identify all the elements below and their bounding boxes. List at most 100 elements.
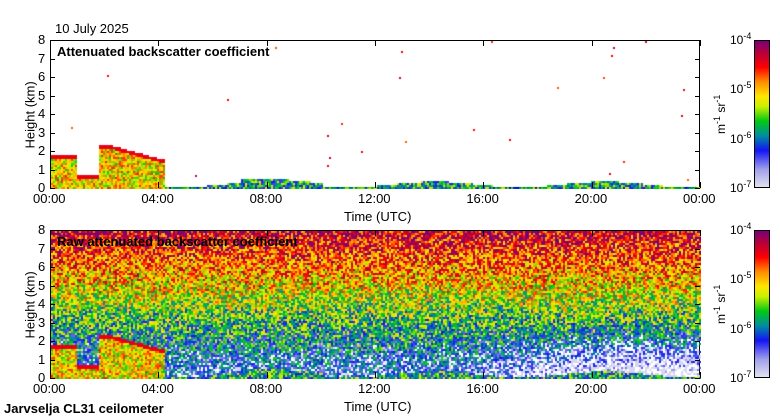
y-tick-label: 5 [38, 87, 46, 103]
y-tick-mark [50, 58, 55, 60]
x-tick-mark [266, 40, 268, 46]
colorbar-tick-label: 10-6 [730, 319, 752, 336]
x-tick-mark [50, 40, 51, 46]
y-tick-mark [50, 322, 55, 324]
y-tick-mark [695, 304, 700, 305]
x-tick-label: 16:00 [466, 381, 499, 396]
backscatter-heatmap [51, 231, 701, 379]
y-tick-label: 6 [38, 259, 46, 274]
x-tick-label: 08:00 [249, 191, 283, 206]
colorbar-unit-label: m-1 sr-1 [712, 284, 728, 324]
x-tick-mark [158, 230, 160, 236]
x-tick-label: 04:00 [141, 191, 174, 206]
x-tick-mark [700, 230, 701, 236]
x-tick-mark [700, 40, 701, 46]
x-tick-label: 20:00 [574, 191, 608, 206]
x-tick-mark [700, 372, 701, 378]
x-tick-mark [700, 182, 701, 188]
y-tick-label: 2 [38, 143, 46, 158]
y-tick-mark [695, 341, 700, 342]
x-tick-mark [375, 372, 376, 378]
y-tick-mark [695, 40, 700, 41]
x-tick-mark [266, 372, 268, 378]
y-tick-mark [695, 132, 700, 134]
y-tick-label: 4 [38, 106, 46, 121]
y-tick-mark [50, 132, 55, 134]
x-tick-mark [591, 40, 593, 46]
x-axis-label: Time (UTC) [344, 209, 412, 224]
y-tick-label: 7 [38, 240, 46, 256]
x-tick-mark [158, 40, 160, 46]
x-tick-mark [483, 182, 485, 188]
y-tick-label: 3 [38, 124, 46, 140]
plot-title: Attenuated backscatter coefficient [57, 44, 270, 59]
x-tick-mark [266, 182, 268, 188]
colorbar-unit-label: m-1 sr-1 [712, 94, 728, 134]
y-tick-mark [695, 188, 700, 189]
x-tick-mark [591, 182, 593, 188]
colorbar-tick-label: 10-4 [730, 31, 752, 47]
y-tick-label: 0 [38, 180, 46, 195]
y-tick-mark [50, 95, 55, 97]
y-tick-mark [50, 267, 55, 268]
station-label: Jarvselja CL31 ceilometer [4, 401, 164, 416]
x-tick-label: 12:00 [358, 381, 391, 396]
plot-area-raw: Raw attenuated backscatter coefficient [50, 230, 701, 379]
x-tick-mark [375, 40, 376, 46]
y-tick-mark [695, 378, 700, 379]
y-tick-mark [50, 151, 55, 152]
y-tick-mark [695, 114, 700, 115]
x-tick-mark [375, 182, 376, 188]
x-tick-mark [591, 372, 593, 378]
colorbar [754, 40, 770, 188]
y-tick-mark [695, 230, 700, 231]
y-tick-label: 8 [38, 32, 46, 47]
y-tick-mark [50, 359, 55, 361]
y-tick-mark [695, 322, 700, 324]
y-tick-mark [50, 169, 55, 171]
x-tick-label: 00:00 [33, 381, 66, 396]
x-tick-mark [591, 230, 593, 236]
x-tick-label: 16:00 [466, 191, 499, 206]
colorbar-tick-label: 10-7 [730, 179, 752, 195]
x-tick-mark [158, 182, 160, 188]
y-tick-mark [695, 77, 700, 78]
y-axis-label: Height (km) [22, 271, 38, 339]
x-tick-label: 00:00 [33, 191, 66, 206]
colorbar-tick-label: 10-6 [730, 129, 752, 146]
y-tick-label: 8 [38, 222, 46, 237]
y-tick-mark [50, 188, 55, 189]
y-tick-mark [50, 285, 55, 287]
y-tick-mark [695, 248, 700, 250]
y-tick-mark [695, 95, 700, 97]
y-tick-label: 2 [38, 333, 46, 348]
y-tick-mark [50, 341, 55, 342]
x-tick-mark [50, 372, 51, 378]
x-tick-mark [483, 372, 485, 378]
x-axis-label: Time (UTC) [344, 399, 412, 414]
y-tick-mark [695, 151, 700, 152]
x-tick-mark [375, 230, 376, 236]
y-tick-mark [695, 267, 700, 268]
y-tick-label: 5 [38, 277, 46, 293]
plot-title: Raw attenuated backscatter coefficient [57, 234, 298, 249]
y-tick-label: 6 [38, 69, 46, 84]
x-tick-mark [158, 372, 160, 378]
y-tick-label: 7 [38, 50, 46, 66]
x-tick-label: 20:00 [574, 381, 608, 396]
x-tick-label: 12:00 [358, 191, 391, 206]
y-tick-label: 3 [38, 314, 46, 330]
backscatter-heatmap [51, 41, 701, 189]
x-tick-mark [483, 40, 485, 46]
plot-area-attenuated: Attenuated backscatter coefficient [50, 40, 701, 189]
colorbar [754, 230, 770, 378]
y-tick-mark [50, 77, 55, 78]
date-label: 10 July 2025 [55, 21, 129, 36]
x-tick-mark [50, 182, 51, 188]
y-tick-mark [50, 378, 55, 379]
colorbar-tick-label: 10-4 [730, 221, 752, 237]
colorbar-tick-label: 10-5 [730, 270, 752, 287]
x-tick-mark [483, 230, 485, 236]
y-tick-mark [695, 359, 700, 361]
y-tick-label: 4 [38, 296, 46, 311]
